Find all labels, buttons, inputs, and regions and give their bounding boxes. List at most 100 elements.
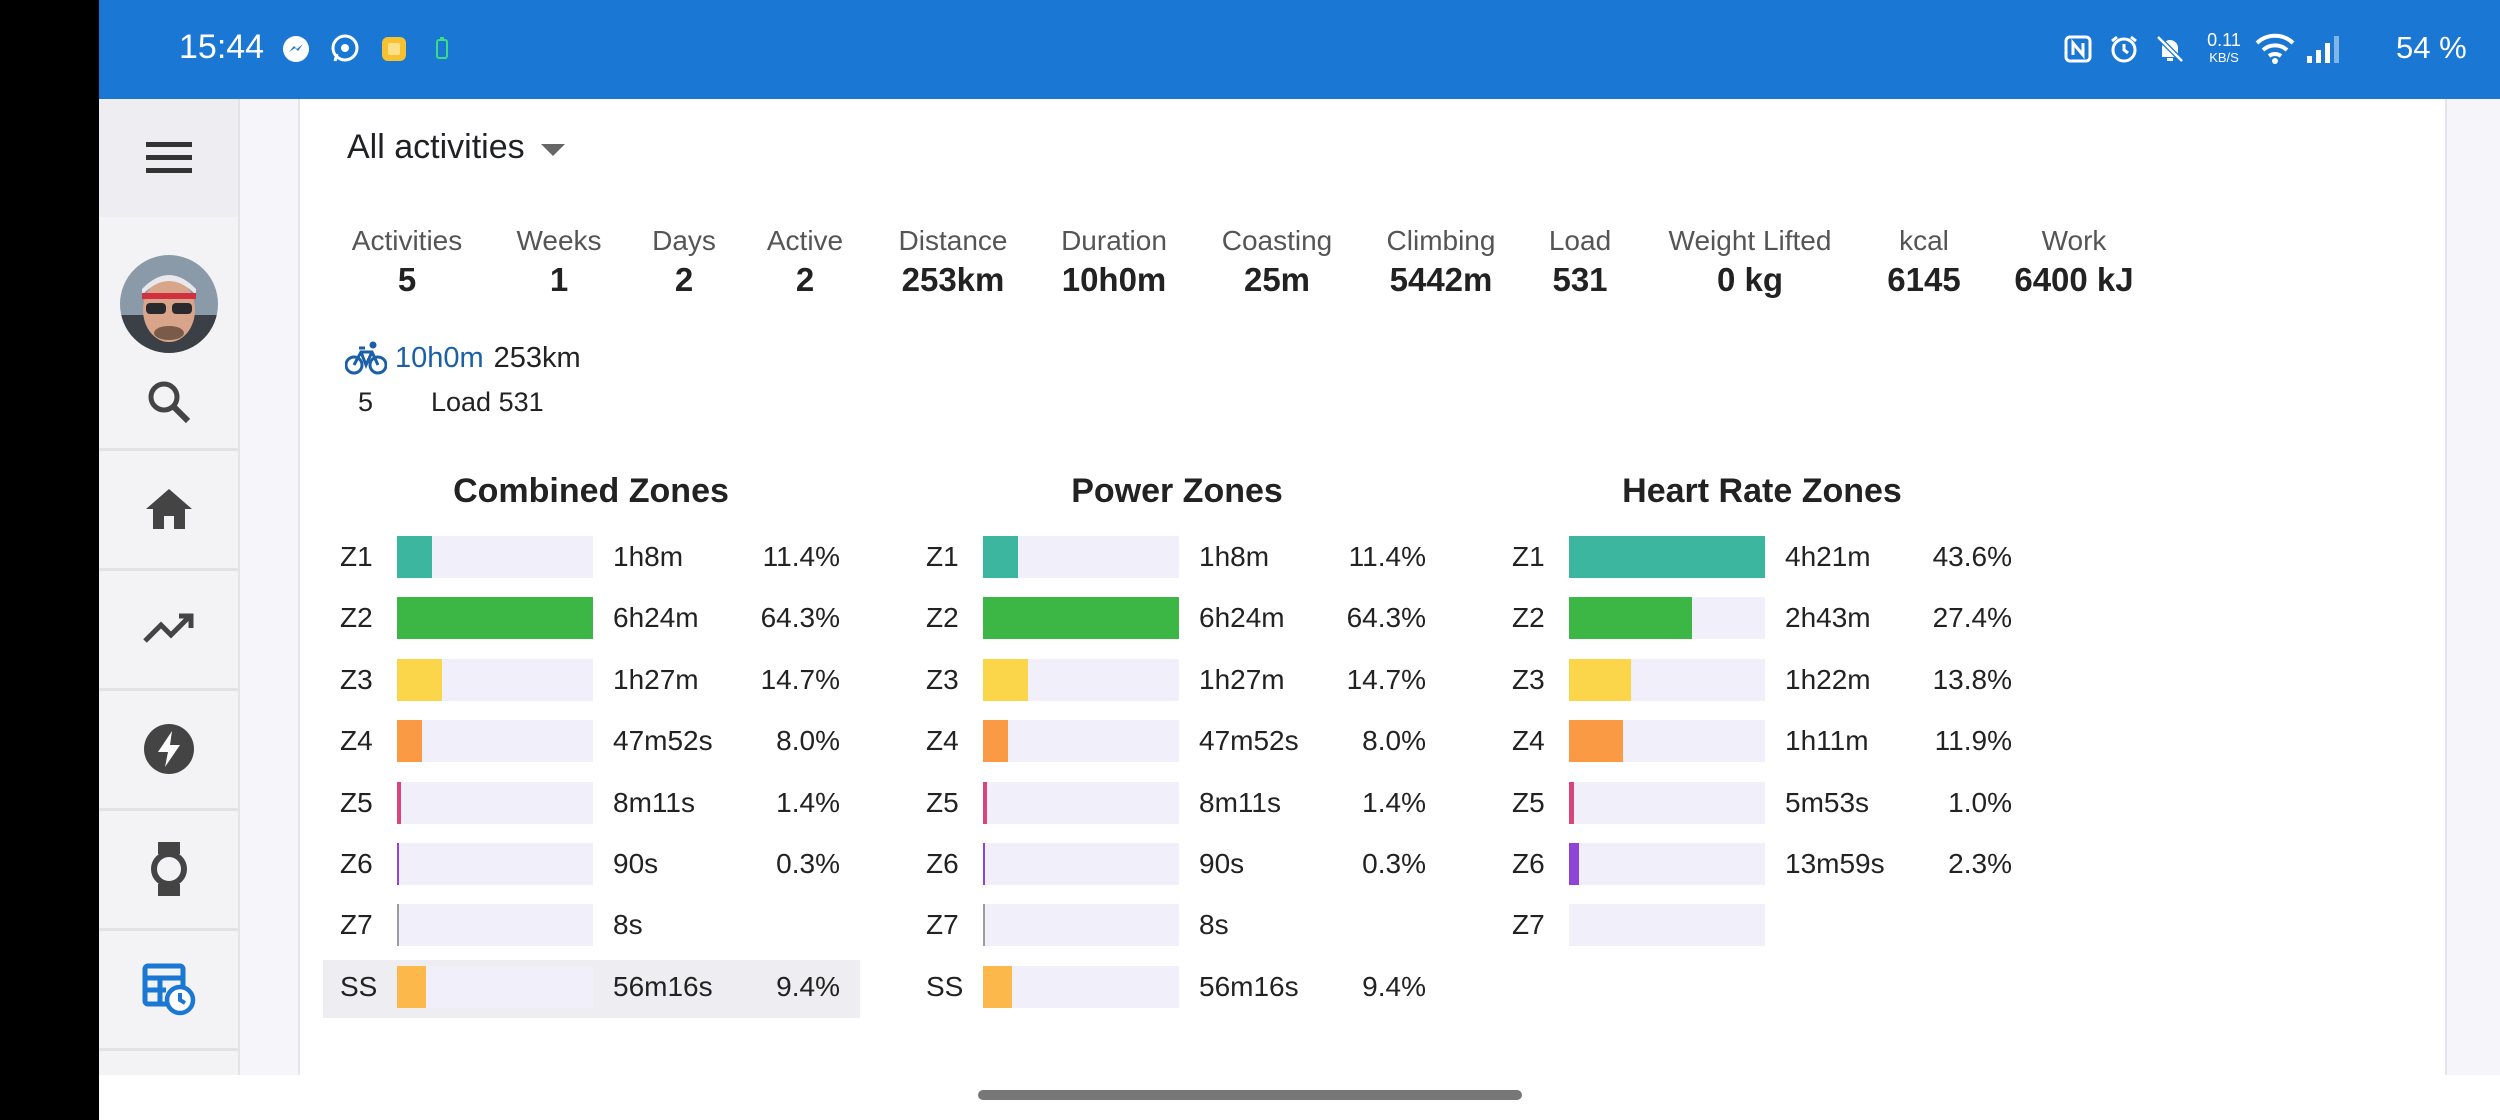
zone-label: Z7: [340, 909, 373, 941]
stat-label: kcal: [1899, 225, 1949, 256]
stat-label: Weeks: [516, 225, 602, 256]
stat-label: Days: [652, 225, 716, 256]
zone-percent: 9.4%: [776, 970, 840, 1002]
sport-load: Load 531: [431, 387, 544, 417]
zone-time: 90s: [1199, 848, 1245, 879]
avatar-button[interactable]: [99, 254, 238, 354]
zone-label: Z1: [926, 541, 959, 572]
stat-value: 5442m: [1389, 261, 1493, 298]
zone-time: 8m11s: [1199, 786, 1281, 818]
zone-label: Z7: [926, 909, 959, 941]
zone-time: 5m53s: [1785, 786, 1870, 818]
fitness-chart-button[interactable]: [99, 571, 238, 687]
zone-bar-fill: [983, 658, 1028, 701]
zone-percent: 14.7%: [760, 663, 840, 695]
zone-time: 8s: [1199, 909, 1229, 941]
stat-label: Work: [2041, 225, 2107, 256]
zone-label: Z5: [340, 786, 373, 818]
zone-bar-track: [1569, 843, 1765, 885]
zone-bar-fill: [397, 781, 401, 824]
zone-time: 4h21m: [1785, 541, 1871, 572]
sidebar: [99, 99, 240, 1075]
watch-button[interactable]: [99, 811, 238, 927]
stat-label: Load: [1548, 225, 1612, 256]
zone-percent: 1.4%: [776, 786, 840, 818]
power-button[interactable]: [99, 691, 238, 807]
stat-coasting: Coasting 25m: [1222, 223, 1333, 301]
home-indicator[interactable]: [978, 1090, 1522, 1100]
zone-label: SS: [926, 970, 964, 1002]
stat-label: Distance: [898, 225, 1008, 256]
stat-label: Duration: [1061, 225, 1167, 256]
zone-label: Z3: [1512, 663, 1545, 695]
search-icon: [148, 381, 190, 424]
search-button[interactable]: [99, 357, 238, 447]
zone-percent: 64.3%: [1346, 602, 1426, 634]
zone-bar-fill: [397, 904, 399, 947]
avatar: [119, 255, 218, 353]
zone-bar-track: [983, 965, 1179, 1008]
activity-filter-dropdown[interactable]: All activities: [347, 128, 565, 167]
zone-time: 56m16s: [613, 970, 713, 1002]
zone-bar-track: [397, 843, 593, 885]
zone-time: 8s: [613, 909, 643, 941]
zone-bar-fill: [1569, 781, 1574, 824]
zone-bar-fill: [983, 781, 987, 824]
zone-bar-track: [1569, 536, 1765, 578]
messenger-icon: [279, 32, 313, 66]
sport-duration: 10h0m: [395, 341, 484, 374]
zone-bar-fill: [397, 597, 593, 640]
zone-bar-track: [397, 597, 593, 640]
stat-value: 253km: [901, 261, 1005, 298]
stat-value: 6145: [1887, 261, 1961, 298]
zone-label: Z2: [926, 602, 959, 634]
zone-label: Z2: [1512, 602, 1545, 634]
zone-bar-fill: [1569, 536, 1765, 578]
screen-edge: [0, 0, 99, 1120]
zone-bar-track: [397, 658, 593, 701]
stat-distance: Distance 253km: [899, 223, 1008, 301]
stat-value: 10h0m: [1061, 261, 1167, 298]
zone-percent: 9.4%: [1362, 970, 1426, 1002]
zone-time: 56m16s: [1199, 970, 1299, 1002]
zone-label: Z5: [1512, 786, 1545, 818]
zone-time: 1h11m: [1785, 725, 1869, 757]
battery-saver-icon: [425, 32, 459, 66]
caret-down-icon: [540, 143, 565, 156]
zone-time: 1h8m: [1199, 541, 1270, 572]
combined-zones-title: Combined Zones: [453, 472, 729, 510]
zone-bar-track: [983, 843, 1179, 885]
zone-bar-fill: [1569, 658, 1631, 701]
zone-bar-fill: [983, 536, 1018, 578]
zone-bar-track: [397, 904, 593, 947]
stat-weeks: Weeks 1: [516, 223, 601, 301]
zone-bar-track: [397, 536, 593, 578]
wifi-icon: [2255, 32, 2295, 66]
zone-bar-track: [1569, 720, 1765, 763]
menu-button[interactable]: [99, 99, 238, 217]
whatsapp-icon: [328, 32, 362, 66]
zone-bar-track: [983, 597, 1179, 640]
stat-value: 6400 kJ: [2014, 261, 2134, 298]
zone-time: 2h43m: [1785, 602, 1871, 634]
stat-value: 2: [674, 261, 694, 298]
filter-label: All activities: [347, 128, 525, 166]
home-button[interactable]: [99, 451, 238, 567]
stat-work: Work 6400 kJ: [2014, 223, 2133, 301]
zone-label: SS: [340, 970, 378, 1002]
zone-percent: 1.0%: [1948, 786, 2012, 818]
zone-bar-fill: [397, 658, 442, 701]
zone-bar-fill: [397, 843, 399, 885]
zone-time: 1h27m: [1199, 663, 1285, 695]
zone-label: Z2: [340, 602, 373, 634]
zone-bar-fill: [397, 720, 422, 763]
zone-bar-fill: [983, 597, 1179, 640]
stat-value: 5: [397, 261, 417, 298]
zone-bar-fill: [1569, 843, 1579, 885]
stat-value: 2: [795, 261, 815, 298]
activity-summary-button[interactable]: [99, 931, 238, 1047]
notes-icon: [377, 32, 411, 66]
zone-percent: 2.3%: [1948, 848, 2012, 879]
stat-weight-lifted: Weight Lifted 0 kg: [1669, 223, 1832, 301]
zone-percent: 13.8%: [1932, 663, 2012, 695]
